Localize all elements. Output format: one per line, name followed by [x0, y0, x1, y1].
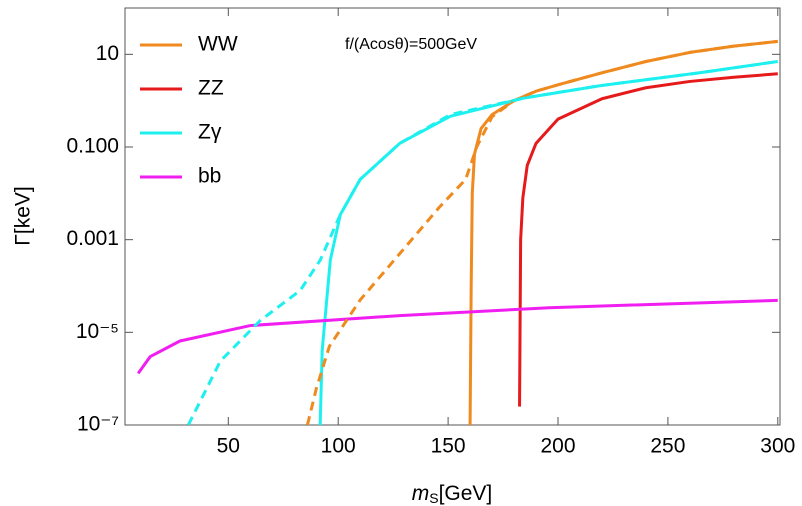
- y-tick-label: 10⁻⁵: [76, 320, 119, 343]
- x-tick-label: 150: [431, 435, 466, 458]
- x-tick-label: 200: [540, 435, 575, 458]
- legend-label: WW: [198, 33, 238, 56]
- x-tick-label: 50: [217, 435, 240, 458]
- line: [468, 39, 778, 425]
- y-axis-label: Γ[keV]: [12, 186, 35, 245]
- x-axis-label: mS[GeV]: [412, 482, 493, 506]
- line: [518, 72, 778, 407]
- dashed-line: [186, 60, 779, 425]
- plot-frame: [124, 7, 781, 426]
- plot-area: [136, 39, 779, 425]
- x-label-unit: [GeV]: [439, 482, 493, 505]
- x-tick-label: 250: [650, 435, 685, 458]
- y-tick-label: 0.001: [66, 227, 119, 250]
- legend-label: ZZ: [198, 77, 224, 100]
- x-tick-label: 100: [321, 435, 356, 458]
- dashed-line: [305, 39, 778, 425]
- x-label-sub: S: [429, 490, 438, 506]
- legend-label: Zγ: [198, 121, 222, 144]
- line: [318, 60, 779, 425]
- annotation: f/(Acosθ)=500GeV: [345, 36, 477, 53]
- legend-label: bb: [198, 165, 221, 188]
- y-tick-label: 0.100: [66, 135, 119, 158]
- line: [136, 298, 778, 375]
- x-tick-label: 300: [760, 435, 795, 458]
- x-label-main: m: [412, 482, 430, 505]
- y-tick-label: 10: [96, 42, 119, 65]
- y-tick-label: 10⁻⁷: [77, 413, 119, 436]
